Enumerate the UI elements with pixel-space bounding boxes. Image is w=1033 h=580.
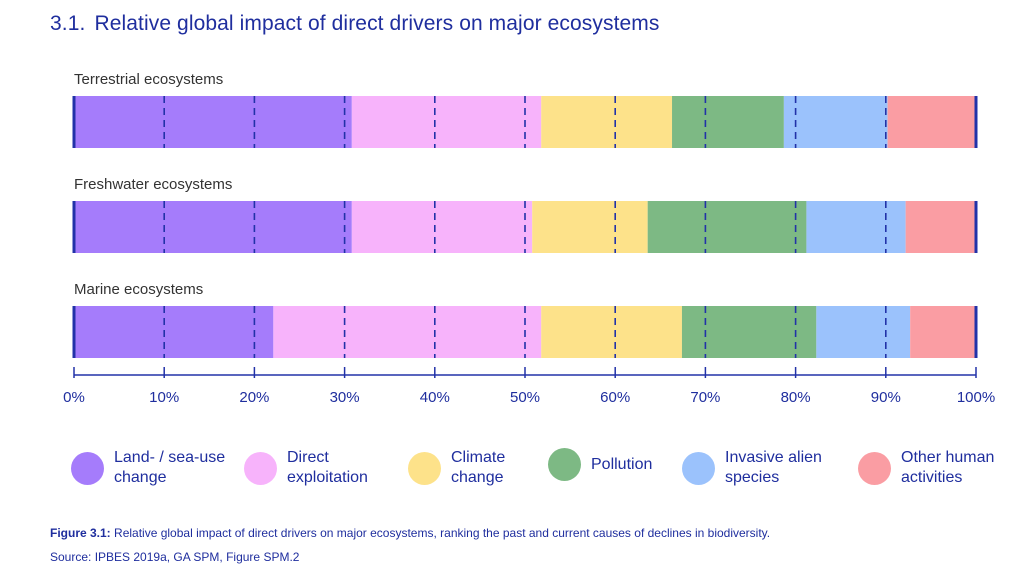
legend-label: Climate change	[451, 449, 506, 486]
x-tick-label: 80%	[781, 389, 811, 406]
x-tick-label: 10%	[149, 389, 179, 406]
bar-segment	[74, 201, 352, 253]
legend-label: Other human activities	[901, 449, 995, 486]
bar-segment	[74, 96, 352, 148]
source-note: Source: IPBES 2019a, GA SPM, Figure SPM.…	[50, 550, 300, 564]
bar-segment	[887, 96, 976, 148]
legend: Land- / sea-use change Direct exploitatio…	[0, 448, 1033, 508]
x-tick-label: 20%	[239, 389, 269, 406]
bar-segment	[273, 306, 542, 358]
legend-swatch	[682, 451, 715, 485]
caption-text: Relative global impact of direct drivers…	[110, 526, 771, 540]
title-text: Relative global impact of direct drivers…	[94, 12, 660, 35]
stacked-bar-chart: Terrestrial ecosystems Freshwater ecosyst…	[63, 71, 995, 406]
x-tick-label: 0%	[63, 389, 85, 406]
bar-segment	[905, 201, 976, 253]
legend-item: Climate change	[408, 448, 505, 488]
legend-label: Land- / sea-use change	[114, 449, 226, 486]
bar-segment	[816, 306, 911, 358]
bar-segment	[672, 96, 784, 148]
bar-segment	[806, 201, 906, 253]
legend-label: Pollution	[591, 455, 653, 473]
legend-swatch	[71, 451, 104, 485]
bar-label: Freshwater ecosystems	[74, 176, 232, 193]
legend-item: Invasive alien species	[682, 448, 822, 488]
legend-item: Other human activities	[858, 448, 994, 488]
legend-swatch	[244, 451, 277, 485]
bar-segment	[647, 201, 807, 253]
legend-label: Direct exploitation	[287, 449, 368, 486]
x-tick-label: 50%	[510, 389, 540, 406]
figure-caption: Figure 3.1: Relative global impact of di…	[50, 526, 770, 540]
bar-segment	[541, 306, 682, 358]
bar-segment	[783, 96, 888, 148]
legend-item: Pollution	[548, 448, 652, 481]
page-title: 3.1. Relative global impact of direct dri…	[50, 12, 660, 36]
bar-label: Marine ecosystems	[74, 281, 203, 298]
x-tick-label: 30%	[330, 389, 360, 406]
bar-segment	[351, 201, 533, 253]
bar-segment	[74, 306, 274, 358]
x-tick-label: 60%	[600, 389, 630, 406]
bar-label: Terrestrial ecosystems	[74, 71, 223, 88]
legend-label: Invasive alien species	[725, 449, 822, 486]
legend-swatch	[408, 451, 441, 485]
legend-item: Land- / sea-use change	[71, 448, 225, 488]
bar-segment	[681, 306, 817, 358]
bar-segment	[351, 96, 542, 148]
bar-segment	[541, 96, 673, 148]
bar-segment	[910, 306, 976, 358]
bar-segment	[532, 201, 648, 253]
legend-item: Direct exploitation	[244, 448, 368, 488]
caption-label: Figure 3.1:	[50, 526, 111, 540]
x-tick-label: 70%	[690, 389, 720, 406]
legend-swatch	[548, 448, 581, 481]
x-tick-label: 40%	[420, 389, 450, 406]
x-tick-label: 90%	[871, 389, 901, 406]
title-number: 3.1.	[50, 12, 86, 35]
legend-swatch	[858, 451, 891, 485]
x-tick-label: 100%	[957, 389, 995, 406]
